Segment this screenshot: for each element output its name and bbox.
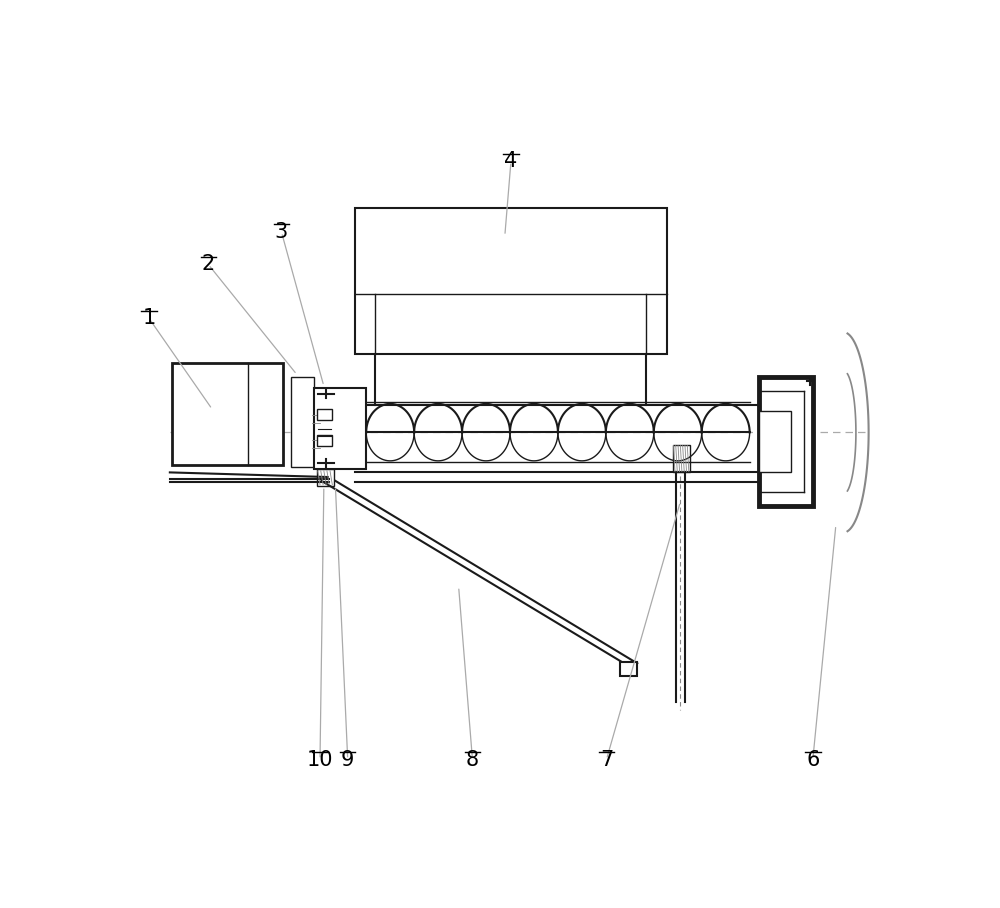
Bar — [172, 363, 283, 465]
Bar — [620, 662, 637, 676]
Text: 6: 6 — [806, 750, 819, 770]
Text: 10: 10 — [307, 750, 333, 770]
Bar — [317, 469, 334, 487]
Bar — [317, 410, 332, 420]
Bar — [291, 377, 314, 467]
Bar — [759, 410, 791, 472]
Text: 2: 2 — [202, 254, 215, 274]
Text: 1: 1 — [142, 309, 156, 329]
Text: 7: 7 — [600, 750, 613, 770]
Bar — [673, 445, 690, 472]
Bar — [314, 388, 366, 469]
Bar — [355, 208, 666, 354]
Text: 4: 4 — [504, 152, 518, 172]
Text: 3: 3 — [275, 222, 288, 242]
Text: 8: 8 — [466, 750, 479, 770]
Bar — [317, 436, 332, 446]
Bar — [759, 377, 813, 506]
Text: 9: 9 — [341, 750, 354, 770]
